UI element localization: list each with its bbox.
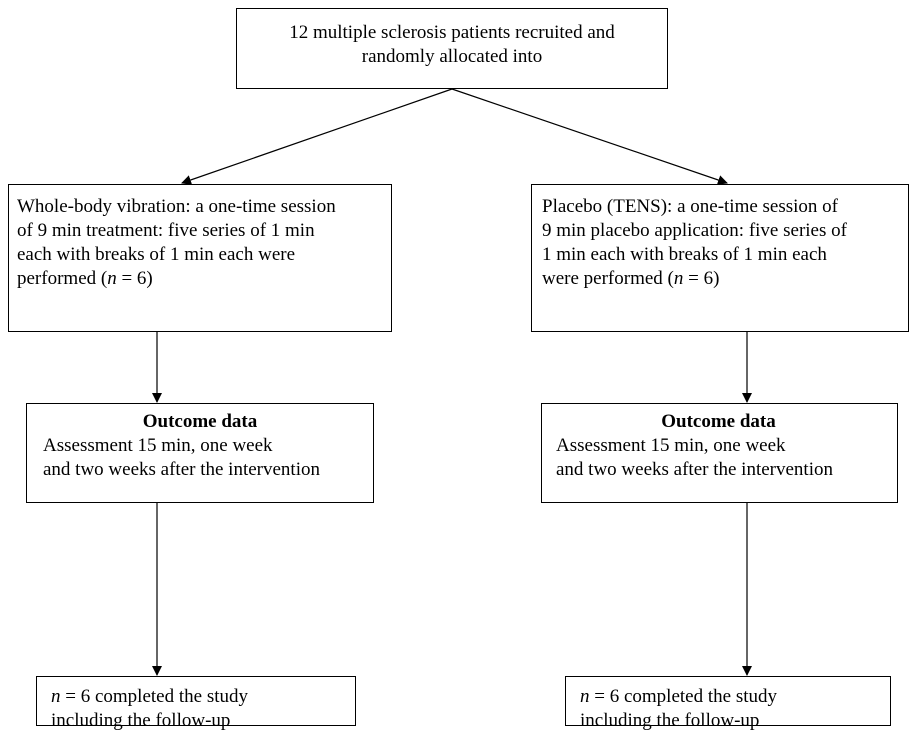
enrollment-text-line-1: 12 multiple sclerosis patients recruited…: [289, 22, 615, 43]
placebo-outcome-line-2: and two weeks after the intervention: [556, 459, 833, 480]
placebo-completion-line-2: including the follow-up: [580, 710, 760, 731]
placebo-completion-line-1: n = 6 completed the study: [580, 685, 890, 709]
vibration-arm-n-symbol: n: [107, 268, 117, 289]
arrow-to-vibration-arm: [181, 88, 453, 185]
connector-arrows: [152, 88, 752, 676]
placebo-arm-box: Placebo (TENS): a one-time session of 9 …: [531, 184, 909, 332]
enrollment-box: 12 multiple sclerosis patients recruited…: [236, 8, 668, 89]
vibration-outcome-line-1: Assessment 15 min, one week: [43, 435, 273, 456]
placebo-arm-line-2: 9 min placebo application: five series o…: [542, 220, 847, 241]
placebo-outcome-box: Outcome data Assessment 15 min, one week…: [541, 403, 898, 503]
placebo-arm-line-4-text: were performed (: [542, 268, 674, 289]
vibration-arm-box: Whole-body vibration: a one-time session…: [8, 184, 392, 332]
placebo-completion-n-symbol: n: [580, 686, 590, 707]
vibration-outcome-box: Outcome data Assessment 15 min, one week…: [26, 403, 374, 503]
arrow-to-placebo-arm: [451, 88, 728, 185]
placebo-arm-n-symbol: n: [673, 268, 684, 289]
vibration-outcome-heading: Outcome data: [142, 411, 258, 432]
vibration-completion-box: n = 6 completed the study including the …: [36, 676, 356, 731]
vibration-completion-line-1: n = 6 completed the study: [51, 685, 355, 709]
placebo-arm-line-3: 1 min each with breaks of 1 min each: [542, 244, 827, 265]
flow-diagram: 12 multiple sclerosis patients recruited…: [8, 8, 909, 731]
placebo-outcome-heading: Outcome data: [661, 411, 776, 432]
vibration-arm-line-1: Whole-body vibration: a one-time session: [17, 196, 336, 217]
vibration-arm-line-4: performed (n = 6): [17, 267, 391, 291]
vibration-outcome-line-2: and two weeks after the intervention: [43, 459, 320, 480]
placebo-outcome-line-1: Assessment 15 min, one week: [556, 435, 786, 456]
placebo-completion-line-1-text: = 6 completed the study: [589, 686, 777, 707]
vibration-completion-line-1-text: = 6 completed the study: [60, 686, 248, 707]
vibration-arm-line-3: each with breaks of 1 min each were: [17, 244, 296, 265]
placebo-arm-line-1: Placebo (TENS): a one-time session of: [542, 196, 839, 217]
enrollment-text-line-2: randomly allocated into: [361, 46, 543, 67]
vibration-arm-n-value: = 6): [116, 268, 153, 289]
vibration-arm-line-4-text: performed (: [17, 268, 108, 289]
vibration-completion-n-symbol: n: [51, 686, 61, 707]
placebo-arm-n-value: = 6): [683, 268, 720, 289]
vibration-arm-line-2: of 9 min treatment: five series of 1 min: [17, 220, 315, 241]
vibration-completion-line-2: including the follow-up: [51, 710, 231, 731]
placebo-completion-box: n = 6 completed the study including the …: [565, 676, 891, 731]
placebo-arm-line-4: were performed (n = 6): [542, 267, 908, 291]
